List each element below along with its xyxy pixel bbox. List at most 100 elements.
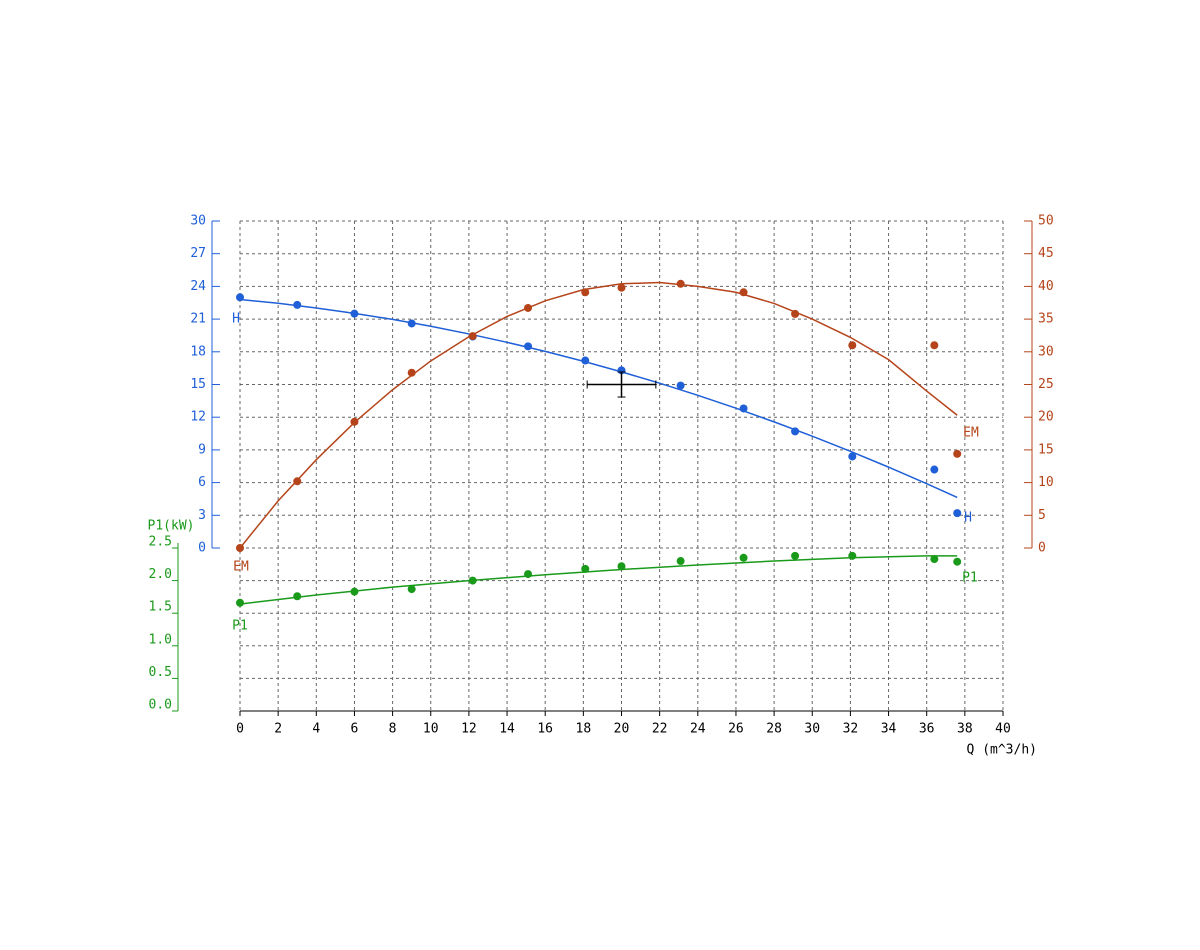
y2-tick-label: 45 [1038,246,1054,261]
y2-tick-label: 20 [1038,410,1054,425]
y-tick-label: 9 [198,442,206,457]
fit-curve [239,281,958,549]
data-point [848,551,857,560]
data-point [739,553,748,562]
curve-label: P1 [962,571,978,586]
data-point [468,576,477,585]
x-tick-label: 40 [995,722,1011,737]
data-point [407,585,416,594]
data-point [930,465,939,474]
x-tick-label: 12 [461,722,477,737]
y2-tick-label: 5 [1038,508,1046,523]
data-point [739,288,748,297]
y-tick-label: 12 [190,410,206,425]
data-point [236,598,244,607]
y2-tick-label: 30 [1038,344,1054,359]
data-point [468,332,477,341]
x-tick-label: 34 [881,722,897,737]
x-tick-label: 36 [919,722,935,737]
x-tick-label: 32 [843,722,859,737]
data-point [407,368,416,377]
data-point [791,309,800,318]
fit-curve [239,298,958,499]
data-point [524,303,533,312]
x-tick-label: 24 [690,722,706,737]
data-point [350,309,359,318]
x-tick-label: 2 [274,722,282,737]
data-point [676,557,685,566]
data-point [581,564,590,573]
data-point [524,570,533,579]
x-tick-label: 20 [614,722,630,737]
data-point [848,452,857,461]
y-tick-label: 24 [190,279,206,294]
x-tick-label: 18 [576,722,592,737]
y2-tick-label: 25 [1038,377,1054,392]
x-tick-label: 0 [236,722,244,737]
curve-label: H [232,312,240,327]
y-tick-label: 18 [190,344,206,359]
data-point [930,555,939,564]
data-point [617,283,626,292]
data-point [791,551,800,560]
y2-tick-label: 35 [1038,312,1054,327]
y-tick-label: 15 [190,377,206,392]
x-axis-label: Q (m^3/h) [967,743,1037,758]
y-tick-label: 27 [190,246,206,261]
y3-tick-label: 2.0 [149,567,172,582]
curve-label: EM [963,426,979,441]
x-tick-label: 14 [499,722,515,737]
x-tick-label: 10 [423,722,439,737]
curve-label: H [964,511,972,526]
y2-tick-label: 40 [1038,279,1054,294]
data-point [791,427,800,436]
data-point [350,417,359,426]
data-point [236,293,244,302]
x-tick-label: 22 [652,722,668,737]
data-point [581,356,590,365]
y3-tick-label: 1.5 [149,600,172,615]
y2-tick-label: 15 [1038,442,1054,457]
data-point [953,557,962,566]
x-tick-label: 28 [766,722,782,737]
y-tick-label: 6 [198,475,206,490]
y-tick-label: 21 [190,312,206,327]
y-tick-label: 3 [198,508,206,523]
y-tick-label: 30 [190,214,206,229]
x-tick-label: 6 [351,722,359,737]
y2-tick-label: 0 [1038,541,1046,556]
y3-tick-label: 2.5 [149,535,172,550]
data-point [676,381,685,390]
data-point [350,587,359,596]
y3-tick-label: 1.0 [149,632,172,647]
data-point [617,562,626,571]
curve-label: P1 [232,619,248,634]
data-point [293,477,302,486]
x-tick-label: 8 [389,722,397,737]
x-tick-label: 38 [957,722,973,737]
y3-tick-label: 0.5 [149,665,172,680]
data-point [848,341,857,350]
y-tick-label: 0 [198,541,206,556]
data-point [524,342,533,351]
x-tick-label: 4 [312,722,320,737]
data-point [581,288,590,297]
x-tick-label: 16 [537,722,553,737]
data-point [676,279,685,288]
data-point [930,341,939,350]
data-point [953,509,962,518]
data-point [236,544,244,552]
data-point [953,449,962,458]
data-point [407,319,416,328]
data-point [293,592,302,601]
curve-label: EM [233,560,249,575]
y2-tick-label: 50 [1038,214,1054,229]
data-point [739,404,748,413]
x-tick-label: 30 [804,722,820,737]
y3-axis-label: P1(kW) [148,519,195,534]
y3-tick-label: 0.0 [149,698,172,713]
data-point [293,300,302,309]
x-tick-label: 26 [728,722,744,737]
